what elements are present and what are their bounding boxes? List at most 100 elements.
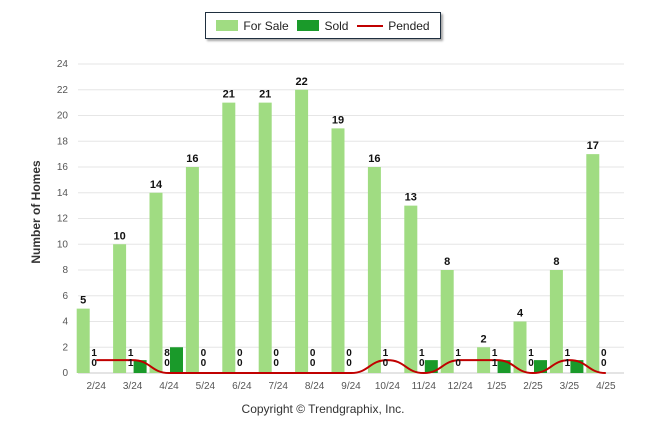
data-label-for-sale: 21	[259, 89, 271, 101]
data-label-pended: 0	[237, 348, 243, 359]
bar-for-sale	[222, 102, 236, 373]
y-tick-label: 2	[62, 342, 68, 353]
data-label-pended: 1	[419, 348, 425, 359]
line-pended	[96, 359, 606, 375]
bar-for-sale	[185, 167, 199, 373]
data-label-sold: 0	[528, 358, 534, 369]
legend-item-pended[interactable]: Pended	[357, 18, 430, 33]
bar-for-sale	[549, 270, 563, 373]
x-tick-label: 6/24	[232, 381, 252, 392]
x-tick-label: 9/24	[341, 381, 361, 392]
data-label-for-sale: 2	[481, 333, 487, 345]
data-label-for-sale: 5	[80, 295, 86, 307]
x-tick-label: 5/24	[196, 381, 216, 392]
data-label-sold: 1	[128, 358, 134, 369]
y-tick-label: 10	[57, 239, 69, 250]
data-label-pended: 1	[528, 348, 534, 359]
y-tick-label: 12	[57, 214, 69, 225]
x-tick-label: 12/24	[448, 381, 473, 392]
bar-for-sale	[513, 321, 527, 373]
data-label-sold: 0	[601, 358, 607, 369]
bar-for-sale	[440, 270, 454, 373]
x-tick-label: 2/24	[86, 381, 106, 392]
data-label-for-sale: 22	[295, 76, 307, 88]
data-label-for-sale: 16	[186, 153, 198, 165]
x-tick-label: 8/24	[305, 381, 325, 392]
bar-sold	[133, 360, 147, 373]
data-label-pended: 1	[91, 348, 97, 359]
data-label-for-sale: 16	[368, 153, 380, 165]
data-label-for-sale: 10	[113, 230, 125, 242]
y-tick-label: 14	[57, 188, 69, 199]
data-label-pended: 8	[164, 348, 170, 359]
y-tick-label: 6	[62, 291, 68, 302]
legend-item-for-sale[interactable]: For Sale	[216, 18, 289, 33]
x-tick-label: 4/25	[596, 381, 616, 392]
y-tick-label: 16	[57, 162, 69, 173]
data-label-pended: 1	[455, 348, 461, 359]
x-tick-label: 1/25	[487, 381, 507, 392]
bar-for-sale	[258, 102, 272, 373]
bar-for-sale	[331, 128, 345, 373]
data-label-for-sale: 19	[332, 114, 344, 126]
data-label-pended: 1	[128, 348, 134, 359]
data-label-sold: 1	[492, 358, 498, 369]
y-tick-label: 22	[57, 85, 69, 96]
data-label-sold: 0	[91, 358, 97, 369]
y-tick-label: 20	[57, 111, 69, 122]
data-label-for-sale: 8	[553, 256, 559, 268]
legend-item-sold[interactable]: Sold	[297, 19, 348, 33]
legend-swatch-sold	[297, 20, 320, 31]
y-tick-label: 24	[57, 59, 69, 70]
y-tick-label: 4	[62, 317, 68, 328]
bar-for-sale	[76, 308, 90, 373]
data-label-pended: 1	[565, 348, 571, 359]
legend-label-for-sale: For Sale	[243, 18, 289, 33]
bar-sold	[424, 360, 438, 373]
bar-for-sale	[367, 167, 381, 373]
data-label-sold: 0	[273, 358, 279, 369]
y-axis-title: Number of Homes	[29, 160, 43, 264]
x-tick-label: 2/25	[523, 381, 543, 392]
data-label-pended: 0	[310, 348, 316, 359]
chart-legend: For Sale Sold Pended	[205, 12, 441, 39]
bar-for-sale	[404, 205, 418, 373]
data-label-sold: 0	[383, 358, 389, 369]
data-label-sold: 0	[237, 358, 243, 369]
x-tick-label: 3/25	[560, 381, 580, 392]
y-tick-label: 8	[62, 265, 68, 276]
data-label-sold: 0	[346, 358, 352, 369]
x-tick-label: 11/24	[412, 381, 437, 392]
data-label-for-sale: 13	[405, 192, 417, 204]
copyright-text: Copyright © Trendgraphix, Inc.	[241, 402, 405, 416]
data-label-sold: 0	[455, 358, 461, 369]
data-label-sold: 0	[310, 358, 316, 369]
legend-label-sold: Sold	[324, 18, 349, 33]
legend-label-pended: Pended	[388, 18, 430, 33]
bar-for-sale	[295, 89, 309, 373]
data-label-pended: 0	[601, 348, 607, 359]
legend-swatch-pended	[357, 24, 384, 27]
data-label-sold: 1	[565, 358, 571, 369]
data-label-pended: 0	[346, 348, 352, 359]
data-label-pended: 0	[201, 348, 207, 359]
bar-for-sale	[113, 244, 127, 373]
bar-sold	[170, 347, 183, 373]
data-label-pended: 1	[383, 348, 389, 359]
y-tick-label: 18	[57, 136, 69, 147]
data-label-pended: 1	[492, 348, 498, 359]
data-label-sold: 0	[164, 358, 170, 369]
legend-swatch-for-sale	[216, 20, 239, 31]
data-label-for-sale: 21	[223, 89, 235, 101]
data-label-for-sale: 17	[587, 140, 599, 152]
bar-sold	[534, 360, 547, 373]
data-label-pended: 0	[273, 348, 279, 359]
data-label-sold: 0	[419, 358, 425, 369]
bar-sold	[570, 360, 584, 373]
data-label-sold: 0	[201, 358, 207, 369]
x-tick-label: 10/24	[375, 381, 400, 392]
x-tick-label: 3/24	[123, 381, 143, 392]
bar-for-sale	[149, 192, 163, 373]
bar-sold	[497, 360, 511, 373]
